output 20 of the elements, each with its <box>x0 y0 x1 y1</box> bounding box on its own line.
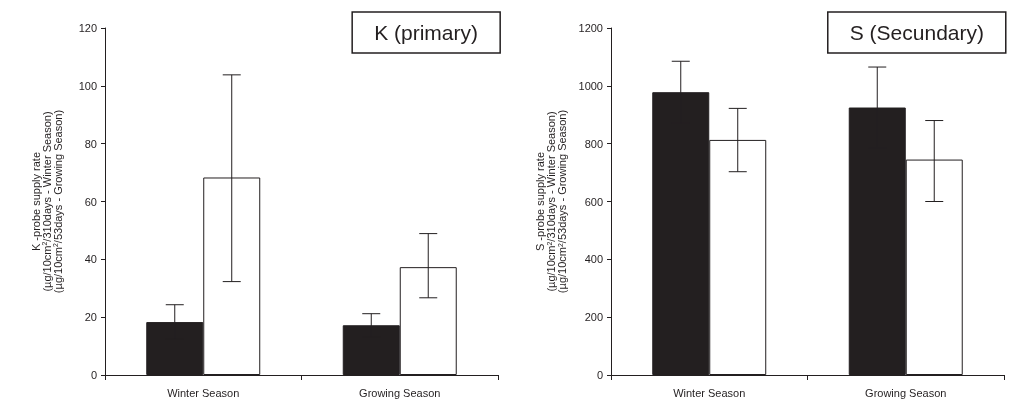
y-tick-label: 1200 <box>578 22 603 34</box>
x-tick-label: Growing Season <box>865 386 947 399</box>
y-tick-label: 120 <box>78 22 97 34</box>
y-tick-label: 80 <box>84 137 97 150</box>
y-tick-label: 200 <box>584 311 603 324</box>
x-tick-label: Winter Season <box>673 386 746 399</box>
y-tick-label: 800 <box>584 137 603 150</box>
y-tick-label: 40 <box>84 253 97 266</box>
y-tick-label: 100 <box>78 79 97 92</box>
y-tick-label: 0 <box>596 369 603 381</box>
chart-title: S (Secundary) <box>849 21 985 44</box>
y-tick-label: 60 <box>84 195 97 208</box>
chart-title: K (primary) <box>374 21 479 44</box>
x-tick-label: Winter Season <box>167 386 240 399</box>
y-tick-label: 600 <box>584 195 603 208</box>
y-tick-label: 0 <box>90 369 97 381</box>
y-tick-label: 20 <box>84 311 97 324</box>
y-tick-label: 1000 <box>578 79 603 92</box>
y-tick-label: 400 <box>584 253 603 266</box>
x-tick-label: Growing Season <box>359 386 441 399</box>
